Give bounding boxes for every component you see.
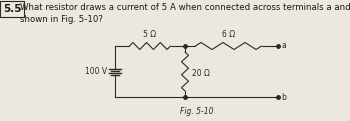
Text: What resistor draws a current of 5 A when connected across terminals a and b of : What resistor draws a current of 5 A whe… xyxy=(20,3,350,24)
Text: 5.5: 5.5 xyxy=(3,4,21,14)
Text: b: b xyxy=(281,92,286,102)
Text: Fig. 5-10: Fig. 5-10 xyxy=(180,107,213,116)
Text: 20 Ω: 20 Ω xyxy=(192,69,210,78)
Text: 5 Ω: 5 Ω xyxy=(144,30,156,39)
Text: 6 Ω: 6 Ω xyxy=(222,30,235,39)
Text: a: a xyxy=(281,42,286,50)
Text: 100 V: 100 V xyxy=(85,67,107,76)
